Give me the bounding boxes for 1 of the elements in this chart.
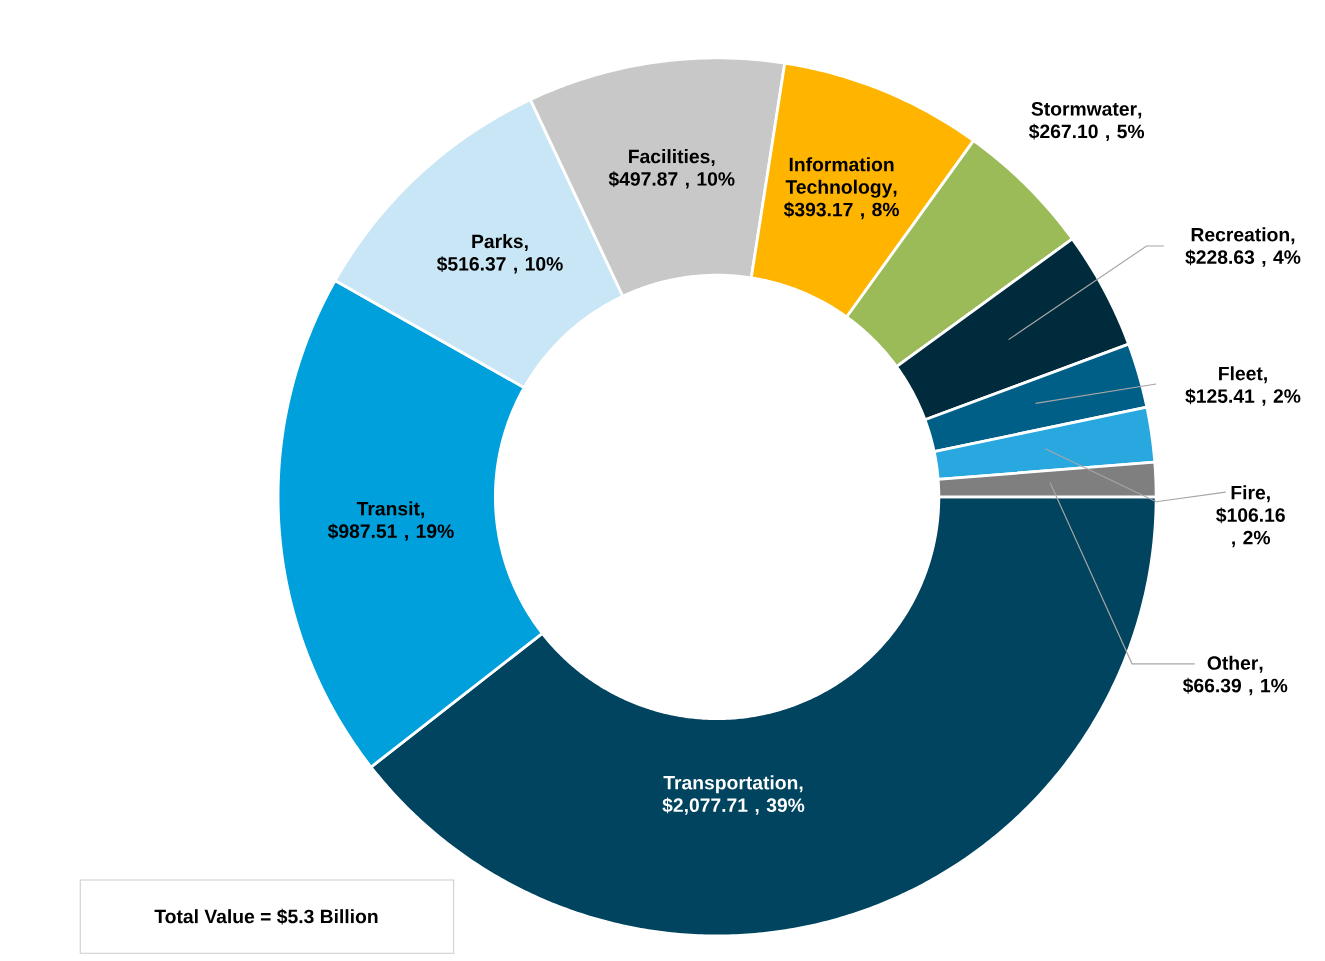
text: Total Value = $5.3 Billion [154,908,378,925]
